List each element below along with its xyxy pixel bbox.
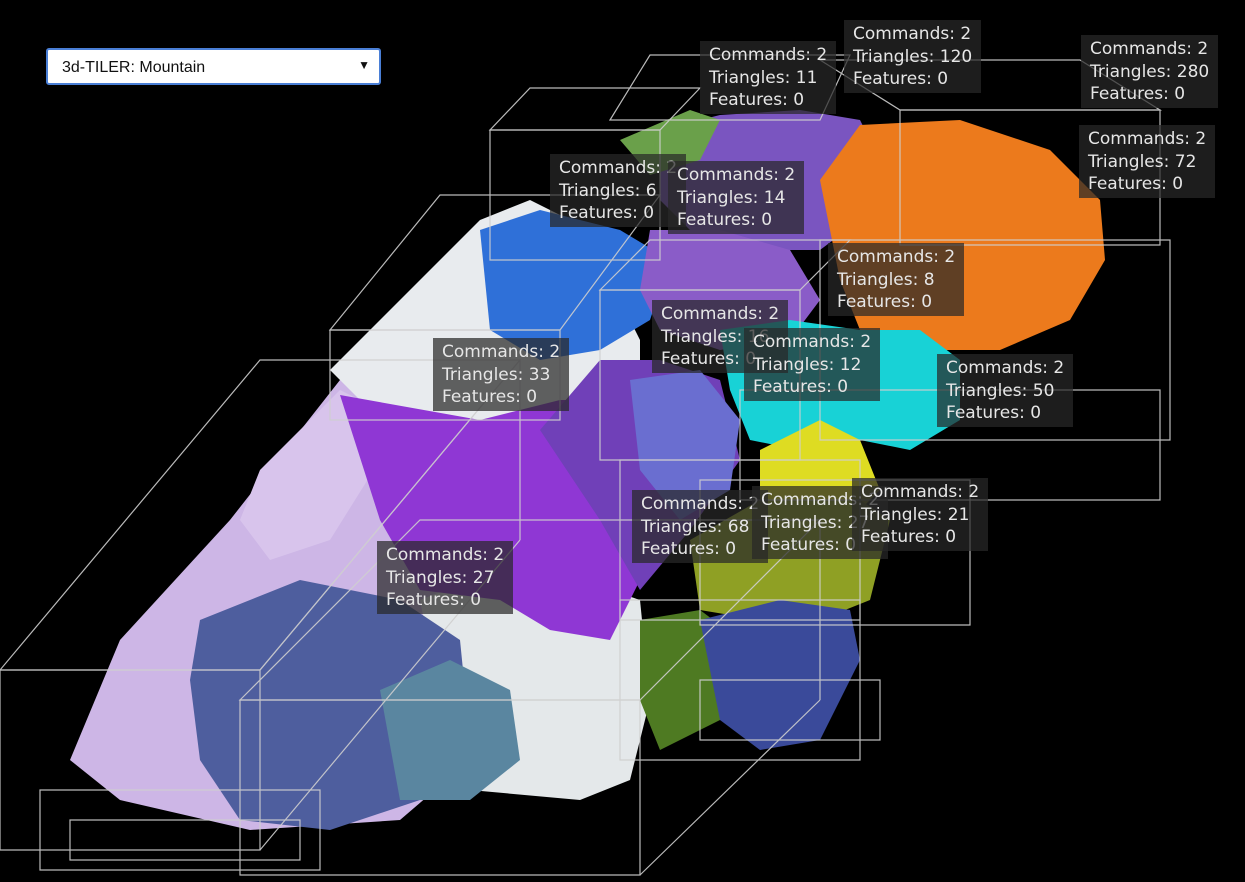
label-triangles: Triangles: 27 [761, 512, 870, 533]
tile-light-purple [240, 390, 380, 560]
label-commands: Commands: 2 [1088, 129, 1207, 149]
label-commands: Commands: 2 [661, 304, 780, 324]
label-features: Features: 0 [641, 539, 737, 559]
tile-debug-label: Commands: 2 Triangles: 21 Features: 0 [852, 478, 989, 551]
label-features: Features: 0 [559, 203, 655, 223]
label-triangles: Triangles: 120 [853, 46, 973, 67]
label-features: Features: 0 [442, 387, 538, 407]
label-triangles: Triangles: 33 [442, 364, 551, 385]
bbox-outline [329, 329, 561, 421]
label-commands: Commands: 2 [761, 490, 880, 510]
label-features: Features: 0 [1088, 174, 1184, 194]
tile-debug-label: Commands: 2 Triangles: 120 Features: 0 [844, 20, 982, 93]
tileset-select[interactable]: 3d-TILER: Mountain ▼ [46, 48, 381, 85]
label-commands: Commands: 2 [837, 247, 956, 267]
tile-blue [480, 210, 670, 360]
label-features: Features: 0 [677, 210, 773, 230]
label-triangles: Triangles: 50 [946, 380, 1055, 401]
bounding-boxes [0, 54, 1171, 876]
tile-debug-label: Commands: 2 Triangles: 11 Features: 0 [700, 41, 837, 114]
label-triangles: Triangles: 280 [1090, 61, 1210, 82]
bbox-outline [489, 129, 661, 261]
bbox-edge [639, 699, 821, 876]
label-triangles: Triangles: 72 [1088, 151, 1197, 172]
bbox-outline [39, 789, 321, 871]
label-features: Features: 0 [661, 349, 757, 369]
label-features: Features: 0 [386, 590, 482, 610]
label-triangles: Triangles: 16 [661, 326, 770, 347]
tile-debug-label: Commands: 2 Triangles: 27 Features: 0 [377, 541, 514, 614]
label-commands: Commands: 2 [709, 45, 828, 65]
tileset-select-value: 3d-TILER: Mountain [62, 59, 206, 76]
label-triangles: Triangles: 11 [709, 67, 818, 88]
label-triangles: Triangles: 6 [559, 180, 657, 201]
label-commands: Commands: 2 [386, 545, 505, 565]
label-commands: Commands: 2 [946, 358, 1065, 378]
label-commands: Commands: 2 [442, 342, 561, 362]
label-features: Features: 0 [861, 527, 957, 547]
tile-orange [820, 120, 1105, 350]
label-features: Features: 0 [853, 69, 949, 89]
label-features: Features: 0 [1090, 84, 1186, 104]
label-commands: Commands: 2 [861, 482, 980, 502]
tile-debug-label: Commands: 2 Triangles: 68 Features: 0 [632, 490, 769, 563]
label-triangles: Triangles: 12 [753, 354, 862, 375]
tile-debug-label: Commands: 2 Triangles: 33 Features: 0 [433, 338, 570, 411]
tile-dark-blue [700, 600, 860, 750]
chevron-down-icon: ▼ [358, 58, 370, 72]
bbox-outline [899, 109, 1161, 246]
bbox-outline [69, 819, 301, 861]
tile-debug-label: Commands: 2 Triangles: 14 Features: 0 [668, 161, 805, 234]
tile-periwinkle [630, 370, 740, 520]
tile-debug-label: Commands: 2 Triangles: 50 Features: 0 [937, 354, 1074, 427]
label-triangles: Triangles: 8 [837, 269, 935, 290]
label-features: Features: 0 [946, 403, 1042, 423]
tile-debug-label: Commands: 2 Triangles: 72 Features: 0 [1079, 125, 1216, 198]
tile-teal-rock [380, 660, 520, 800]
label-commands: Commands: 2 [753, 332, 872, 352]
tile-debug-label: Commands: 2 Triangles: 280 Features: 0 [1081, 35, 1219, 108]
label-commands: Commands: 2 [853, 24, 972, 44]
label-triangles: Triangles: 21 [861, 504, 970, 525]
tile-debug-label: Commands: 2 Triangles: 12 Features: 0 [744, 328, 881, 401]
tile-debug-label: Commands: 2 Triangles: 6 Features: 0 [550, 154, 687, 227]
label-triangles: Triangles: 27 [386, 567, 495, 588]
label-commands: Commands: 2 [559, 158, 678, 178]
label-commands: Commands: 2 [1090, 39, 1209, 59]
label-commands: Commands: 2 [641, 494, 760, 514]
bbox-edge [259, 359, 521, 671]
label-features: Features: 0 [837, 292, 933, 312]
label-features: Features: 0 [753, 377, 849, 397]
bbox-outline [699, 679, 881, 741]
tile-debug-label: Commands: 2 Triangles: 8 Features: 0 [828, 243, 965, 316]
label-features: Features: 0 [761, 535, 857, 555]
label-triangles: Triangles: 68 [641, 516, 750, 537]
label-features: Features: 0 [709, 90, 805, 110]
bbox-outline [619, 599, 861, 761]
label-commands: Commands: 2 [677, 165, 796, 185]
label-triangles: Triangles: 14 [677, 187, 786, 208]
